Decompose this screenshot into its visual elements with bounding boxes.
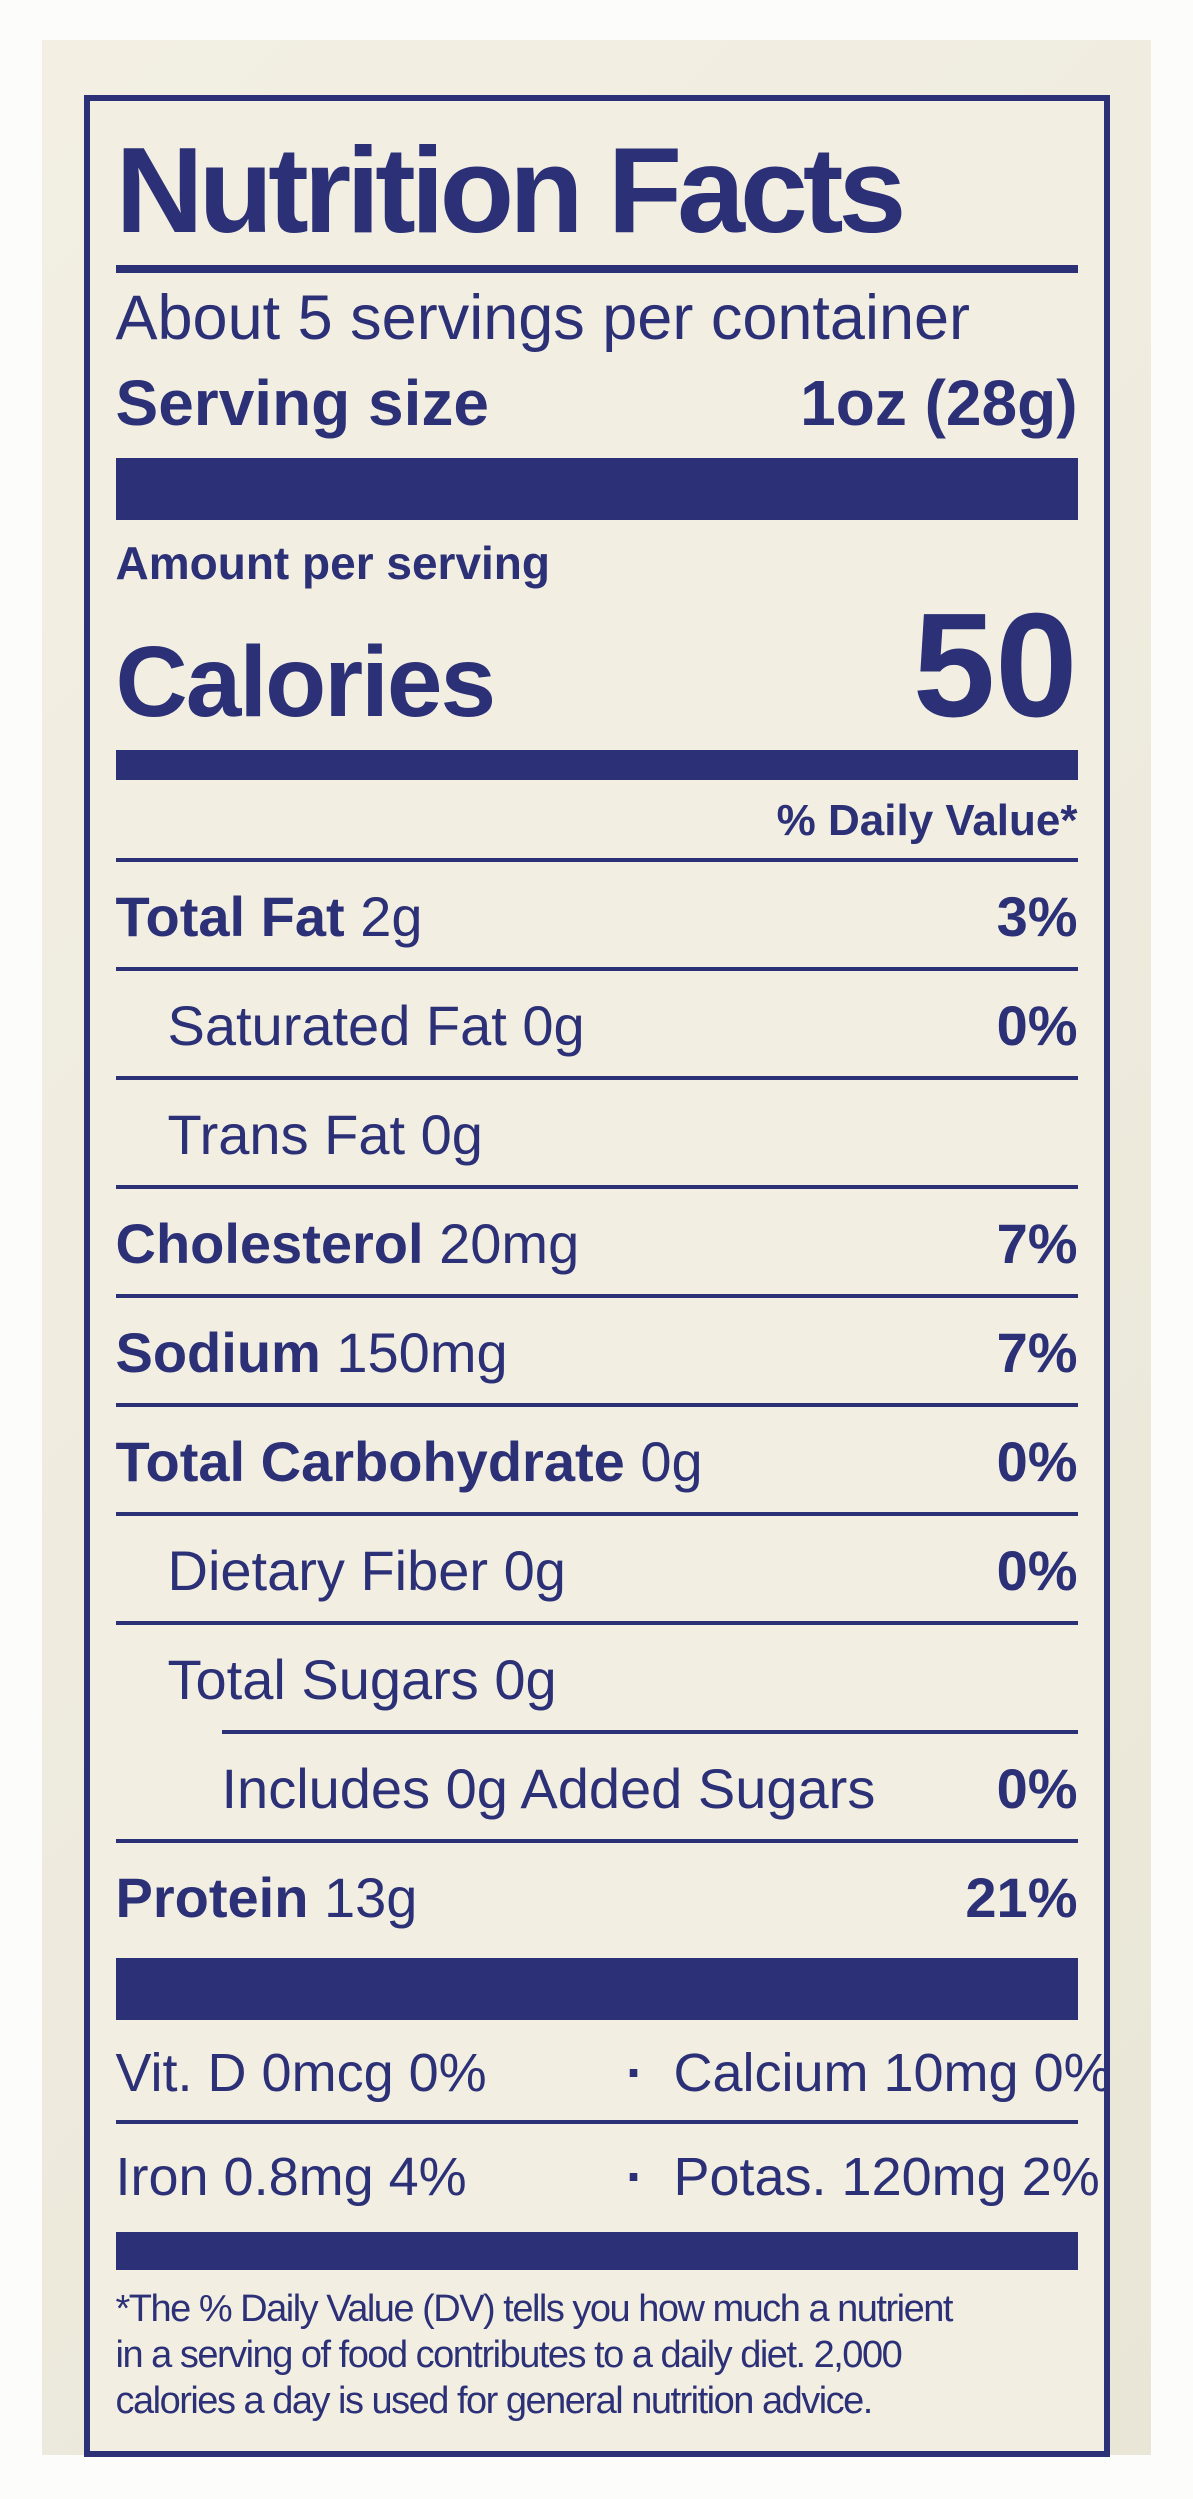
nutrient-row-sodium: Sodium 150mg 7% bbox=[116, 1298, 1078, 1403]
calories-row: Calories 50 bbox=[115, 582, 1078, 748]
nutrient-name: Total Carbohydrate bbox=[115, 1429, 625, 1493]
nutrient-amount: 0g bbox=[420, 1102, 483, 1166]
nutrient-amount: 150mg bbox=[336, 1320, 508, 1384]
nutrient-row-protein: Protein 13g 21% bbox=[116, 1843, 1078, 1948]
nutrient-row-dietary-fiber: Dietary Fiber 0g 0% bbox=[116, 1516, 1078, 1621]
amount-per-serving: Amount per serving bbox=[115, 536, 551, 589]
row-rule bbox=[115, 1184, 1078, 1189]
section-bar-protein bbox=[115, 1957, 1078, 2020]
nutrient-text: Total Carbohydrate 0g bbox=[116, 1429, 703, 1494]
nutrient-dv: 7% bbox=[996, 1320, 1078, 1384]
separator-dot: · bbox=[625, 2146, 644, 2207]
nutrient-dv: 21% bbox=[965, 1865, 1078, 1929]
row-rule bbox=[115, 966, 1078, 971]
nutrient-name: Total Fat bbox=[115, 884, 345, 948]
footnote: *The % Daily Value (DV) tells you how mu… bbox=[116, 2286, 1078, 2425]
nutrient-name: Cholesterol bbox=[115, 1211, 424, 1275]
nutrient-amount: 2g bbox=[360, 884, 423, 948]
serving-size-value: 1oz (28g) bbox=[800, 366, 1078, 439]
nutrition-label: Nutrition Facts About 5 servings per con… bbox=[83, 95, 1112, 2457]
serving-size-label: Serving size bbox=[115, 366, 490, 439]
nutrient-text: Total Fat 2g bbox=[116, 884, 423, 949]
header-rule bbox=[115, 857, 1078, 862]
nutrient-amount: 20mg bbox=[439, 1211, 580, 1275]
row-rule bbox=[115, 1620, 1078, 1625]
nutrient-row-total-sugars: Total Sugars 0g bbox=[116, 1625, 1078, 1730]
nutrient-dv: 7% bbox=[996, 1211, 1078, 1275]
nutrient-name: Includes 0g Added Sugars bbox=[221, 1756, 876, 1820]
footnote-line: calories a day is used for general nutri… bbox=[115, 2380, 874, 2423]
calories-label: Calories bbox=[115, 625, 497, 738]
nutrient-name: Sodium bbox=[115, 1320, 321, 1384]
nutrient-name: Trans Fat bbox=[167, 1102, 406, 1166]
nutrient-amount: 0g bbox=[503, 1538, 566, 1602]
nutrient-row-cholesterol: Cholesterol 20mg 7% bbox=[116, 1189, 1078, 1294]
micronutrient-row-1: Vit. D 0mcg 0% · Calcium 10mg 0% bbox=[115, 2020, 1112, 2120]
section-bar-top bbox=[115, 457, 1078, 520]
row-rule-indented bbox=[221, 1729, 1078, 1734]
nutrient-text: Cholesterol 20mg bbox=[116, 1211, 580, 1276]
nutrient-amount: 13g bbox=[323, 1865, 418, 1929]
nutrient-dv: 0% bbox=[996, 1429, 1078, 1493]
nutrient-row-added-sugars: Includes 0g Added Sugars 0% bbox=[116, 1734, 1078, 1839]
row-rule bbox=[115, 1402, 1078, 1407]
micro-rule bbox=[115, 2119, 1078, 2124]
micronutrient-row-2: Iron 0.8mg 4% · Potas. 120mg 2% bbox=[115, 2124, 1100, 2224]
servings-per-container: About 5 servings per container bbox=[115, 283, 971, 353]
nutrient-row-saturated-fat: Saturated Fat 0g 0% bbox=[116, 971, 1078, 1076]
daily-value-header: % Daily Value* bbox=[776, 795, 1078, 845]
calories-value: 50 bbox=[912, 582, 1078, 748]
row-rule bbox=[115, 1293, 1078, 1298]
nutrient-dv: 0% bbox=[996, 1756, 1078, 1820]
nutrient-dv: 0% bbox=[996, 1538, 1078, 1602]
nutrient-row-total-fat: Total Fat 2g 3% bbox=[116, 862, 1078, 967]
nutrient-row-trans-fat: Trans Fat 0g bbox=[116, 1080, 1078, 1185]
nutrient-name: Saturated Fat bbox=[167, 993, 507, 1057]
nutrient-name: Total Sugars bbox=[167, 1647, 479, 1711]
row-rule bbox=[115, 1838, 1078, 1843]
nutrient-text: Saturated Fat 0g bbox=[168, 993, 585, 1058]
nutrient-dv: 3% bbox=[996, 884, 1078, 948]
nutrient-text: Total Sugars 0g bbox=[168, 1647, 557, 1712]
nutrient-name: Dietary Fiber bbox=[167, 1538, 489, 1602]
nutrient-text: Protein 13g bbox=[116, 1865, 418, 1930]
nutrient-amount: 0g bbox=[494, 1647, 557, 1711]
nutrient-amount: 0g bbox=[640, 1429, 703, 1493]
nutrient-name: Protein bbox=[115, 1865, 309, 1929]
separator-dot: · bbox=[625, 2042, 644, 2103]
label-title: Nutrition Facts bbox=[115, 122, 907, 258]
calories-bar bbox=[115, 749, 1078, 780]
footnote-bar bbox=[115, 2231, 1078, 2270]
row-rule bbox=[115, 1075, 1078, 1080]
serving-size-row: Serving size 1oz (28g) bbox=[116, 366, 1078, 440]
nutrient-text: Includes 0g Added Sugars bbox=[222, 1756, 876, 1821]
title-rule bbox=[115, 265, 1078, 273]
row-rule bbox=[115, 1511, 1078, 1516]
nutrient-dv: 0% bbox=[996, 993, 1078, 1057]
micro-right: Potas. 120mg 2% bbox=[673, 2146, 1100, 2207]
nutrient-row-total-carbohydrate: Total Carbohydrate 0g 0% bbox=[116, 1407, 1078, 1512]
bottle-surface: Nutrition Facts About 5 servings per con… bbox=[42, 40, 1151, 2457]
nutrient-text: Dietary Fiber 0g bbox=[168, 1538, 566, 1603]
nutrient-text: Sodium 150mg bbox=[116, 1320, 508, 1385]
footnote-line: *The % Daily Value (DV) tells you how mu… bbox=[115, 2287, 954, 2330]
micro-right: Calcium 10mg 0% bbox=[673, 2042, 1112, 2103]
nutrient-text: Trans Fat 0g bbox=[168, 1102, 483, 1167]
nutrient-amount: 0g bbox=[522, 993, 585, 1057]
footnote-line: in a serving of food contributes to a da… bbox=[115, 2333, 903, 2376]
micro-left: Iron 0.8mg 4% bbox=[115, 2146, 467, 2207]
micro-left: Vit. D 0mcg 0% bbox=[115, 2042, 487, 2103]
